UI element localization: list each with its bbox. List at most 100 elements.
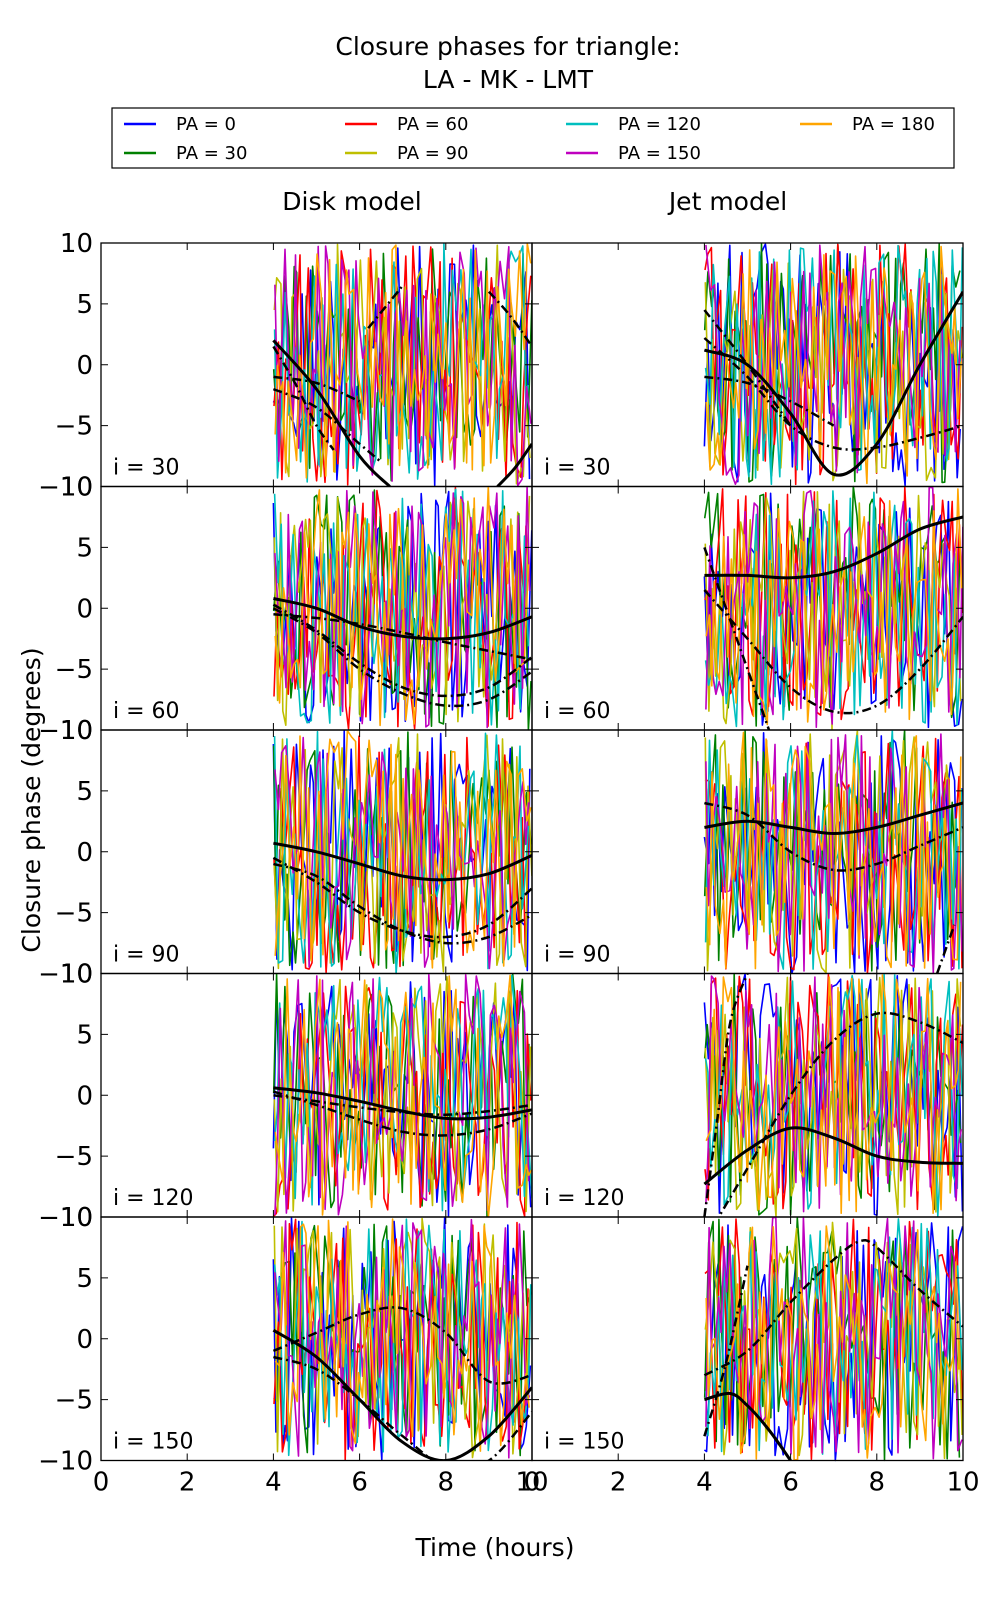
chart-title-line-2: LA - MK - LMT	[423, 65, 594, 94]
x-tick-label: 6	[782, 1468, 799, 1498]
model-curves	[272, 284, 532, 487]
panel-inclination-label: i = 30	[544, 456, 611, 481]
chart-title-line-1: Closure phases for triangle:	[335, 32, 680, 61]
panel-disk-2: −10 −5 0 5 10 i = 60	[38, 473, 533, 746]
column-title-jet: Jet model	[667, 187, 787, 216]
model-curve-solid	[496, 443, 532, 487]
y-tick-label: −5	[55, 1142, 93, 1172]
noisy-traces	[272, 1216, 532, 1461]
column-title-disk: Disk model	[282, 187, 422, 216]
panel-inclination-label: i = 90	[113, 943, 180, 968]
legend-label: PA = 60	[397, 114, 468, 135]
panel-inclination-label: i = 120	[113, 1186, 194, 1211]
panel-jet-3: i = 90	[531, 729, 964, 975]
noise-trace-180	[274, 242, 532, 479]
model-curve-solid	[273, 1086, 532, 1121]
model-curve-solid	[703, 290, 963, 477]
model-curve-solid	[704, 801, 963, 836]
noise-trace-180	[705, 1225, 960, 1461]
noisy-traces	[703, 243, 963, 487]
model-curve-dashdot	[272, 387, 383, 464]
panel-plot-area	[272, 729, 532, 975]
x-tick-label: 10	[515, 1468, 548, 1498]
noise-trace-90	[273, 243, 531, 485]
y-tick-label: 10	[60, 960, 93, 990]
legend-label: PA = 90	[397, 143, 468, 164]
noise-trace-150	[274, 1218, 531, 1459]
panel-plot-area	[703, 1216, 963, 1462]
model-curve-dashdot	[703, 337, 963, 451]
x-tick-label: 4	[696, 1468, 713, 1498]
noisy-traces	[703, 729, 963, 975]
model-curve-dashdot	[272, 603, 532, 698]
noise-trace-180	[274, 485, 530, 727]
panel-jet-1: i = 30	[531, 242, 964, 488]
noisy-traces	[703, 972, 963, 1218]
panel-inclination-label: i = 120	[544, 1186, 625, 1211]
x-tick-label: 2	[179, 1468, 196, 1498]
x-tick-label: 8	[438, 1468, 455, 1498]
y-tick-label: 5	[76, 777, 93, 807]
noisy-traces	[272, 973, 532, 1218]
x-tick-label: 8	[869, 1468, 886, 1498]
model-curve-solid	[704, 515, 963, 580]
model-curve-dashdot	[487, 290, 532, 348]
legend-label: PA = 180	[852, 114, 935, 135]
y-tick-label: 0	[76, 1325, 93, 1355]
model-curve-dashdot	[273, 862, 532, 945]
model-curve-dashdot	[704, 801, 963, 872]
model-curve-dashdot	[273, 1090, 532, 1137]
panel-plot-area	[272, 485, 532, 731]
model-curve-dashdot	[367, 284, 404, 329]
model-curve-solid	[273, 841, 532, 882]
legend: PA = 0 PA = 30 PA = 60 PA = 90 PA = 120 PA = …	[111, 107, 955, 169]
model-curves	[703, 290, 963, 477]
panel-jet-4: i = 120	[531, 972, 964, 1218]
model-curve-solid	[703, 1391, 792, 1461]
panel-inclination-label: i = 60	[544, 699, 611, 724]
model-curve-dashdot	[703, 1238, 963, 1377]
legend-frame	[111, 107, 955, 169]
model-curves	[272, 841, 532, 945]
x-tick-label: 10	[946, 1468, 979, 1498]
y-tick-label: 10	[60, 1203, 93, 1233]
model-curves	[703, 1238, 963, 1461]
panel-inclination-label: i = 150	[113, 1430, 194, 1455]
y-tick-label: −5	[55, 1386, 93, 1416]
y-tick-label: 10	[60, 716, 93, 746]
panel-plot-area	[703, 243, 963, 487]
legend-label: PA = 120	[618, 114, 701, 135]
model-curves	[273, 1086, 532, 1137]
noise-trace-180	[705, 974, 962, 1214]
panel-plot-area	[703, 485, 963, 730]
model-curves	[703, 515, 963, 730]
y-tick-label: −10	[38, 473, 93, 503]
panel-disk-4: −10 −5 0 5 10 i = 120	[38, 960, 533, 1233]
noisy-traces	[703, 485, 963, 730]
y-tick-label: −5	[55, 412, 93, 442]
panel-plot-area	[272, 242, 532, 487]
model-curve-solid	[273, 597, 532, 641]
model-curve-dashdot	[703, 1265, 749, 1437]
y-tick-label: 0	[76, 351, 93, 381]
y-tick-label: 0	[76, 594, 93, 624]
model-curve-dashdot	[272, 345, 335, 451]
y-axis-label: Closure phase (degrees)	[17, 647, 46, 952]
y-tick-label: −5	[55, 899, 93, 929]
noisy-traces	[703, 1216, 963, 1462]
noise-trace-150	[274, 973, 530, 1216]
panel-inclination-label: i = 30	[113, 456, 180, 481]
panel-disk-1: −10 −5 0 5 10 i = 30	[38, 229, 533, 503]
x-tick-label: 2	[610, 1468, 627, 1498]
panel-jet-2: i = 60	[531, 485, 964, 731]
model-curve-dashdot	[273, 375, 361, 403]
model-curve-solid	[272, 339, 391, 487]
panel-plot-area	[272, 973, 532, 1218]
panel-inclination-label: i = 60	[113, 699, 180, 724]
y-tick-label: 5	[76, 1264, 93, 1294]
y-tick-label: 10	[60, 229, 93, 259]
panel-inclination-label: i = 90	[544, 943, 611, 968]
